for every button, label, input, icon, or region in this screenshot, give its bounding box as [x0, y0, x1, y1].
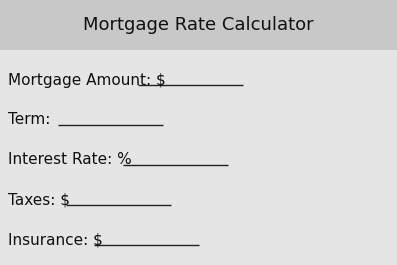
Text: Taxes: $: Taxes: $ [8, 192, 70, 207]
Text: Interest Rate: %: Interest Rate: % [8, 152, 132, 167]
Text: Mortgage Rate Calculator: Mortgage Rate Calculator [83, 16, 314, 34]
Text: Mortgage Amount: $: Mortgage Amount: $ [8, 73, 166, 87]
Text: Insurance: $: Insurance: $ [8, 232, 103, 248]
Text: Term:: Term: [8, 113, 60, 127]
Bar [0, 0, 397, 50]
